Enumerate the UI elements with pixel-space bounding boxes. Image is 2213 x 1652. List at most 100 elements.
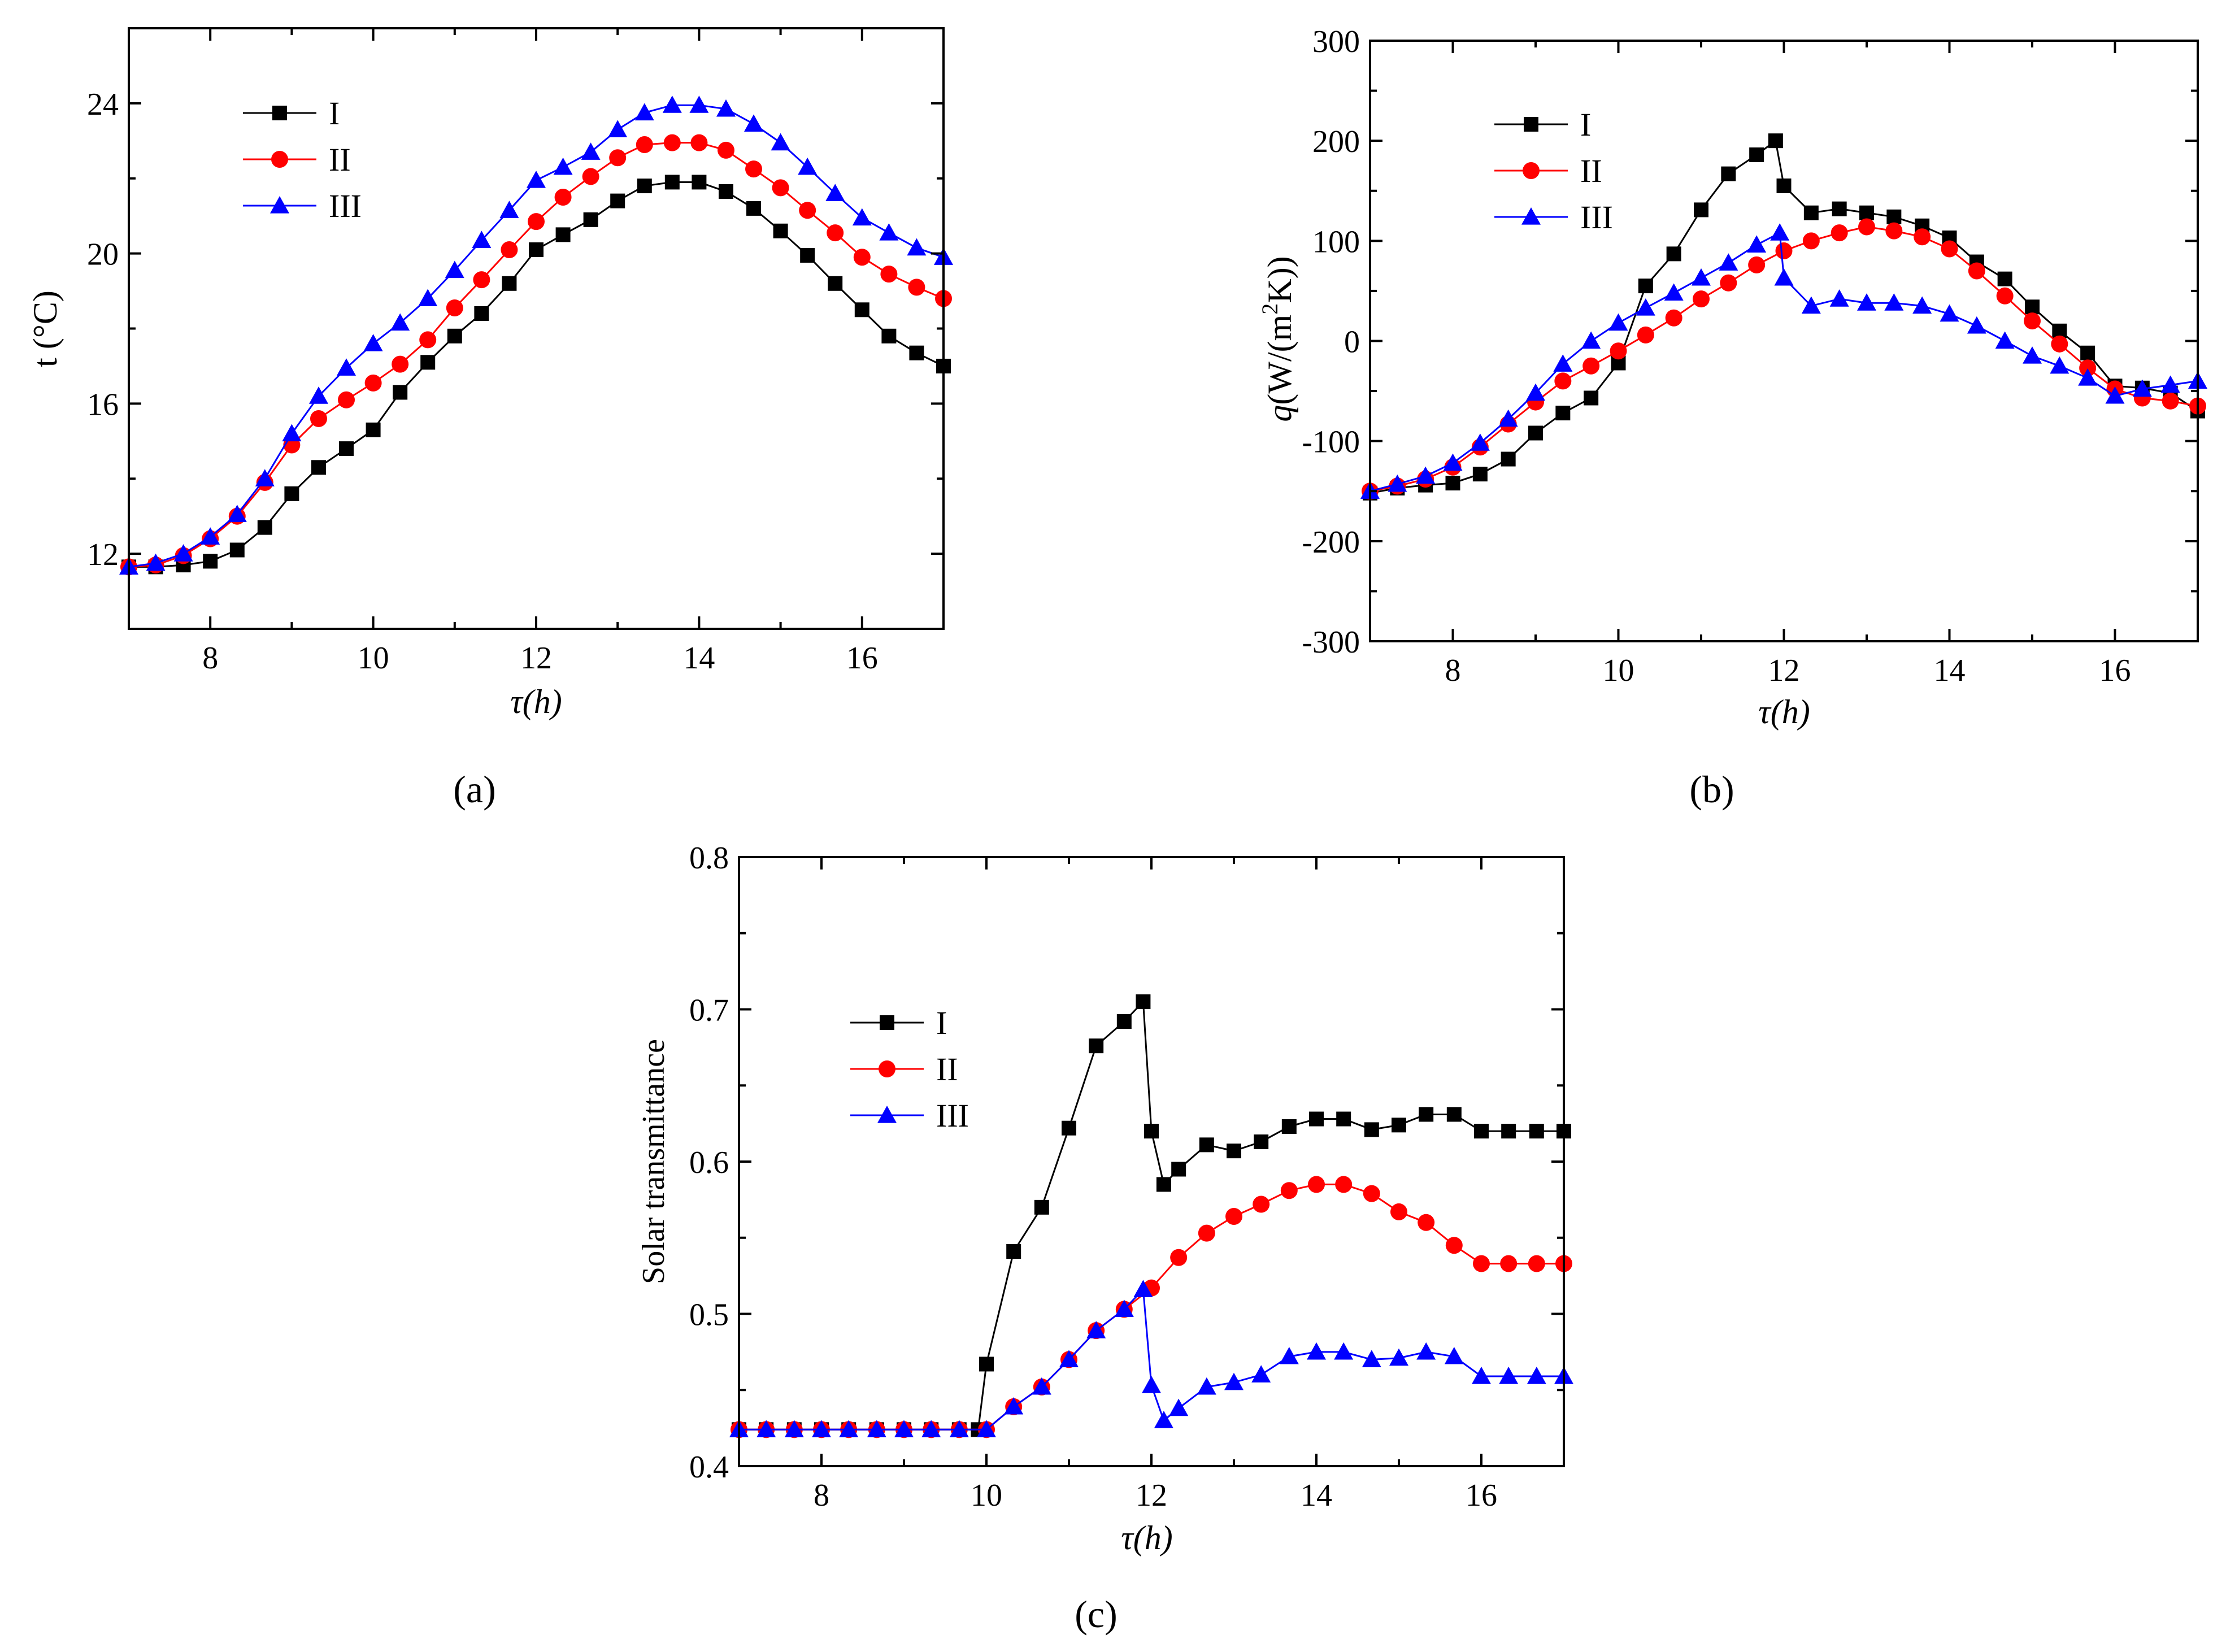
- panel-b-yticks: -300 -200 -100 0 100 200 300: [1302, 24, 2198, 660]
- panel-a-xticks: 8 10 12 14 16: [128, 28, 945, 676]
- series-I: [732, 994, 1571, 1437]
- data-point-III: [1334, 1342, 1354, 1360]
- data-point-III: [867, 1420, 886, 1437]
- data-point-I: [637, 179, 652, 194]
- panel-b-ylabel-unit: (W/(m: [1261, 315, 1298, 405]
- data-point-I: [203, 554, 218, 569]
- data-point-I: [746, 201, 762, 216]
- data-point-II: [338, 391, 355, 408]
- data-point-III: [146, 553, 166, 571]
- data-point-III: [1664, 283, 1684, 301]
- data-point-III: [1912, 296, 1932, 314]
- panel-c: 8 10 12 14 16 0.4 0.5 0.6 0.7 0.8 τ(h) Solar tra…: [636, 841, 1573, 1636]
- data-point-III: [949, 1420, 969, 1437]
- panel-b-ylabel-rest: K)): [1261, 256, 1298, 303]
- data-point-II: [1802, 232, 1820, 250]
- panel-a-series: [119, 95, 953, 576]
- data-point-III: [1553, 354, 1573, 372]
- y-tick-label: -200: [1302, 525, 1360, 560]
- panel-b-ylabel: q(W/(m2K)): [1257, 256, 1298, 421]
- data-point-I: [1749, 147, 1764, 162]
- data-point-II: [2051, 335, 2068, 353]
- data-point-III: [308, 386, 328, 404]
- data-point-II: [636, 136, 653, 153]
- panel-b-label: (b): [1689, 768, 1734, 811]
- data-point-III: [527, 171, 546, 188]
- x-tick-label: 8: [202, 641, 218, 676]
- data-point-I: [1803, 205, 1819, 220]
- data-point-I: [854, 302, 869, 318]
- data-point-II: [1445, 1237, 1463, 1254]
- series-III: [1360, 223, 2207, 499]
- series-III: [119, 95, 953, 575]
- data-point-II: [745, 160, 763, 178]
- data-point-III: [1995, 331, 2015, 349]
- data-point-I: [1336, 1111, 1351, 1127]
- data-point-II: [364, 374, 382, 392]
- y-tick-label: 0.6: [689, 1145, 729, 1180]
- data-point-III: [1636, 298, 1655, 316]
- data-point-III: [879, 223, 899, 241]
- data-point-II: [2162, 392, 2179, 410]
- data-point-I: [1528, 425, 1543, 441]
- series-II: [1362, 218, 2206, 500]
- data-point-III: [282, 424, 302, 442]
- data-point-I: [1666, 246, 1681, 262]
- data-point-III: [1307, 1342, 1326, 1360]
- data-point-I: [1997, 271, 2012, 286]
- data-point-I: [979, 1357, 994, 1372]
- data-point-II: [1170, 1249, 1188, 1266]
- data-point-I: [1144, 1124, 1159, 1139]
- data-point-III: [1224, 1372, 1244, 1390]
- data-point-III: [977, 1420, 996, 1437]
- data-point-II: [473, 271, 490, 289]
- series-II: [731, 1176, 1572, 1438]
- data-point-III: [2050, 356, 2069, 374]
- legend-marker-I: [272, 106, 287, 120]
- data-point-III: [227, 505, 247, 522]
- data-point-III: [1472, 1366, 1491, 1384]
- data-point-III: [1004, 1397, 1024, 1415]
- data-point-II: [1720, 274, 1737, 292]
- data-point-III: [1197, 1377, 1216, 1395]
- data-point-II: [1996, 287, 2014, 305]
- panel-b-series: [1360, 133, 2207, 501]
- data-point-I: [1768, 133, 1783, 149]
- data-point-I: [1281, 1119, 1297, 1134]
- data-point-I: [1859, 205, 1874, 220]
- data-point-I: [420, 355, 436, 370]
- x-tick-label: 10: [971, 1478, 1002, 1513]
- data-point-II: [1198, 1224, 1215, 1242]
- data-point-II: [1914, 228, 1931, 246]
- y-tick-label: 0.4: [689, 1450, 729, 1485]
- data-point-III: [1581, 331, 1601, 349]
- data-point-III: [1499, 1366, 1519, 1384]
- x-tick-label: 10: [1603, 653, 1634, 688]
- data-point-I: [583, 212, 598, 227]
- y-tick-label: 0.8: [689, 841, 729, 876]
- legend-marker-II: [879, 1060, 895, 1077]
- data-point-II: [1968, 262, 1985, 280]
- data-point-II: [853, 249, 871, 266]
- data-point-III: [1470, 433, 1490, 451]
- data-point-III: [499, 201, 519, 218]
- y-tick-label: -300: [1302, 625, 1360, 660]
- y-tick-label: 300: [1312, 24, 1360, 59]
- data-point-I: [1062, 1120, 1076, 1136]
- data-point-III: [1142, 1376, 1161, 1393]
- data-point-III: [2132, 379, 2152, 397]
- data-point-I: [1136, 994, 1151, 1010]
- data-point-II: [690, 134, 708, 151]
- data-point-I: [909, 345, 924, 360]
- data-point-II: [1941, 240, 1958, 258]
- data-point-II: [772, 179, 789, 197]
- data-point-I: [393, 385, 408, 400]
- data-point-II: [446, 299, 463, 316]
- y-tick-label: -100: [1302, 425, 1360, 460]
- data-point-I: [610, 193, 625, 208]
- data-point-I: [1501, 451, 1516, 467]
- data-point-I: [692, 175, 707, 190]
- panel-b-ylabel-sup: 2: [1257, 303, 1282, 315]
